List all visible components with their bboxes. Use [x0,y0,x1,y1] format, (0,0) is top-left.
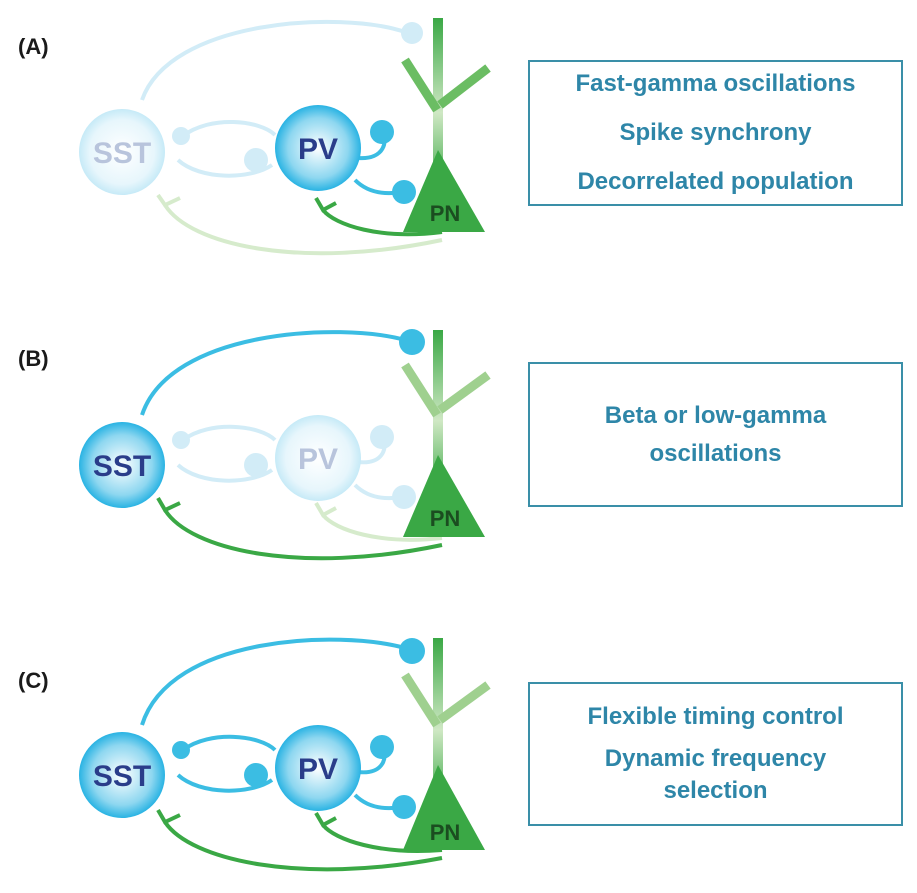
synapse-terminal [244,148,268,172]
pv-to-sst-link [176,463,274,483]
sst-label: SST [93,760,151,793]
pv-cell [275,725,361,811]
pn-neuron [401,638,491,850]
pn-label: PN [430,506,461,531]
synapse-terminal [399,638,425,664]
synapse-terminal [399,329,425,355]
synapse-terminal [244,453,268,477]
panel-c: (C) [0,600,917,890]
synapse-terminal [172,431,190,449]
sst-label: SST [93,450,151,483]
pv-label: PV [298,753,338,786]
outcome-box: Fast-gamma oscillations Spike synchrony … [528,60,903,206]
sst-label: SST [93,137,151,170]
sst-to-pn-arc [140,637,406,726]
pn-to-pv-excitatory [321,823,443,853]
outcome-box: Beta or low-gamma oscillations [528,362,903,507]
pv-label: PV [298,133,338,166]
pn-to-pv-excitatory [321,513,443,542]
outcome-line: Flexible timing control [587,703,844,730]
panel-b: (B) [0,300,917,590]
synapse-terminal [172,127,190,145]
sst-cell [79,422,165,508]
panel-label: (C) [18,668,49,693]
outcome-line: Fast-gamma oscillations [575,70,856,97]
pv-label: PV [298,443,338,476]
synapse-terminal [392,485,416,509]
synapse-terminal [370,735,394,759]
excitatory-terminal [156,808,181,825]
synapse-terminal [370,120,394,144]
outcome-box: Flexible timing control Dynamic frequenc… [528,682,903,826]
panel-label: (A) [18,34,49,59]
outcome-line: Decorrelated population [577,168,854,195]
sst-to-pv-link [181,734,277,752]
circuit-diagram: SST PV PN [79,18,491,256]
synapse-terminal [172,741,190,759]
synapse-terminal [244,763,268,787]
pv-cell [275,105,361,191]
synapse-terminal [392,795,416,819]
excitatory-terminal [314,811,337,828]
excitatory-terminal [156,193,181,208]
outcome-line: Dynamic frequency [604,745,827,772]
synapse-terminal [401,22,423,44]
synapse-terminal [370,425,394,449]
pv-cell [275,415,361,501]
outcome-line: Beta or low-gamma [604,401,827,429]
pn-to-sst-excitatory [163,203,443,256]
sst-cell [79,732,165,818]
pn-neuron [401,330,491,537]
sst-to-pv-link [181,424,277,442]
pn-to-pv-excitatory [321,208,443,237]
circuit-diagram: SST PV PN [79,329,491,561]
sst-cell [79,109,165,195]
sst-to-pn-arc [140,19,406,101]
panel-a: (A) [0,0,917,290]
pn-to-sst-excitatory [163,820,443,872]
pn-neuron [401,18,491,232]
synapse-terminal [392,180,416,204]
excitatory-terminal [314,196,337,213]
pn-label: PN [430,201,461,226]
outcome-line: oscillations [649,439,782,467]
sst-to-pn-arc [140,330,406,416]
pn-label: PN [430,820,461,845]
outcome-line: Spike synchrony [619,119,812,146]
pv-to-sst-link [176,158,274,178]
excitatory-terminal [156,496,181,513]
excitatory-terminal [314,501,337,518]
sst-to-pv-link [181,119,277,138]
pv-to-sst-link [176,773,274,793]
panel-label: (B) [18,346,49,371]
outcome-line: selection [663,777,768,804]
pn-to-sst-excitatory [163,508,443,561]
circuit-diagram: SST PV PN [79,637,491,872]
